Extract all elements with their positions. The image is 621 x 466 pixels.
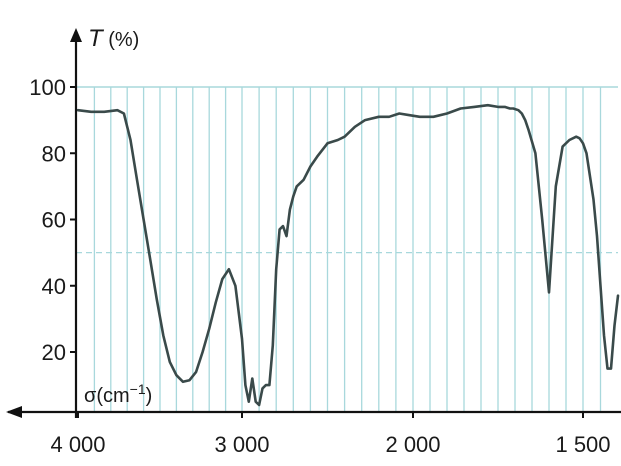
y-tick-label: 80 — [42, 141, 66, 166]
y-axis-title: T (%) — [88, 25, 139, 52]
x-axis-arrow — [6, 406, 22, 418]
y-axis-unit: (%) — [103, 29, 140, 51]
y-tick-label: 100 — [29, 75, 66, 100]
x-tick-label: 4 000 — [50, 432, 105, 457]
y-tick-labels: 20 40 60 80 100 — [29, 75, 76, 365]
x-tick-labels: 4 000 3 000 2 000 1 500 — [50, 412, 611, 457]
y-axis — [70, 28, 82, 418]
x-tick-label: 2 000 — [385, 432, 440, 457]
transmittance-curve — [76, 103, 620, 407]
vertical-grid — [93, 87, 602, 412]
y-tick-label: 40 — [42, 274, 66, 299]
x-tick-label: 3 000 — [214, 432, 269, 457]
y-tick-label: 60 — [42, 208, 66, 233]
x-axis-title-exponent: −1 — [130, 381, 146, 397]
x-axis — [6, 406, 621, 418]
y-tick-label: 20 — [42, 340, 66, 365]
x-axis-title-close: ) — [146, 385, 153, 407]
x-axis-title: σ(cm−1) — [84, 381, 152, 407]
x-axis-title-main: σ(cm — [84, 385, 130, 407]
y-axis-symbol: T — [88, 25, 105, 52]
horizontal-grid — [76, 86, 618, 254]
x-tick-label: 1 500 — [555, 432, 610, 457]
y-axis-arrow — [70, 28, 82, 42]
